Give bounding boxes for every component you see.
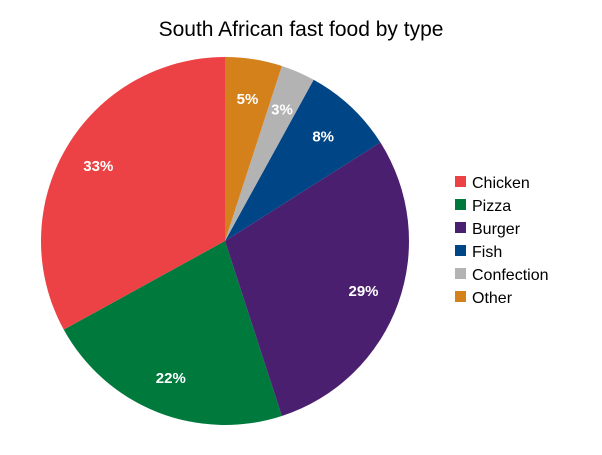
legend-label-pizza: Pizza: [472, 198, 511, 215]
slice-label-pizza: 22%: [156, 370, 186, 387]
legend-swatch-other: [455, 291, 466, 302]
legend-swatch-confection: [455, 268, 466, 279]
slice-label-confection: 3%: [271, 101, 293, 118]
legend-label-burger: Burger: [472, 221, 521, 238]
chart-title: South African fast food by type: [159, 18, 444, 41]
legend-swatch-fish: [455, 245, 466, 256]
pie-slice-burger: [225, 142, 409, 416]
pie-slice-pizza: [63, 241, 282, 425]
legend-swatch-pizza: [455, 199, 466, 210]
pie-slices: [41, 57, 409, 425]
legend-label-other: Other: [472, 290, 513, 307]
slice-label-chicken: 33%: [83, 158, 113, 175]
slice-label-burger: 29%: [348, 283, 378, 300]
slice-label-fish: 8%: [312, 128, 334, 145]
pie-slice-confection: [225, 66, 314, 241]
legend-swatch-chicken: [455, 176, 466, 187]
pie-slice-chicken: [41, 57, 226, 330]
legend: Chicken Pizza Burger Fish Confection Other: [455, 175, 549, 307]
pie-slice-fish: [225, 79, 381, 241]
legend-label-chicken: Chicken: [472, 175, 530, 192]
slice-labels: 33% 22% 29% 8% 3% 5%: [83, 91, 378, 387]
legend-label-confection: Confection: [472, 267, 549, 284]
legend-swatch-burger: [455, 222, 466, 233]
slice-label-other: 5%: [237, 91, 259, 108]
pie-slice-other: [225, 57, 282, 241]
legend-label-fish: Fish: [472, 244, 502, 261]
